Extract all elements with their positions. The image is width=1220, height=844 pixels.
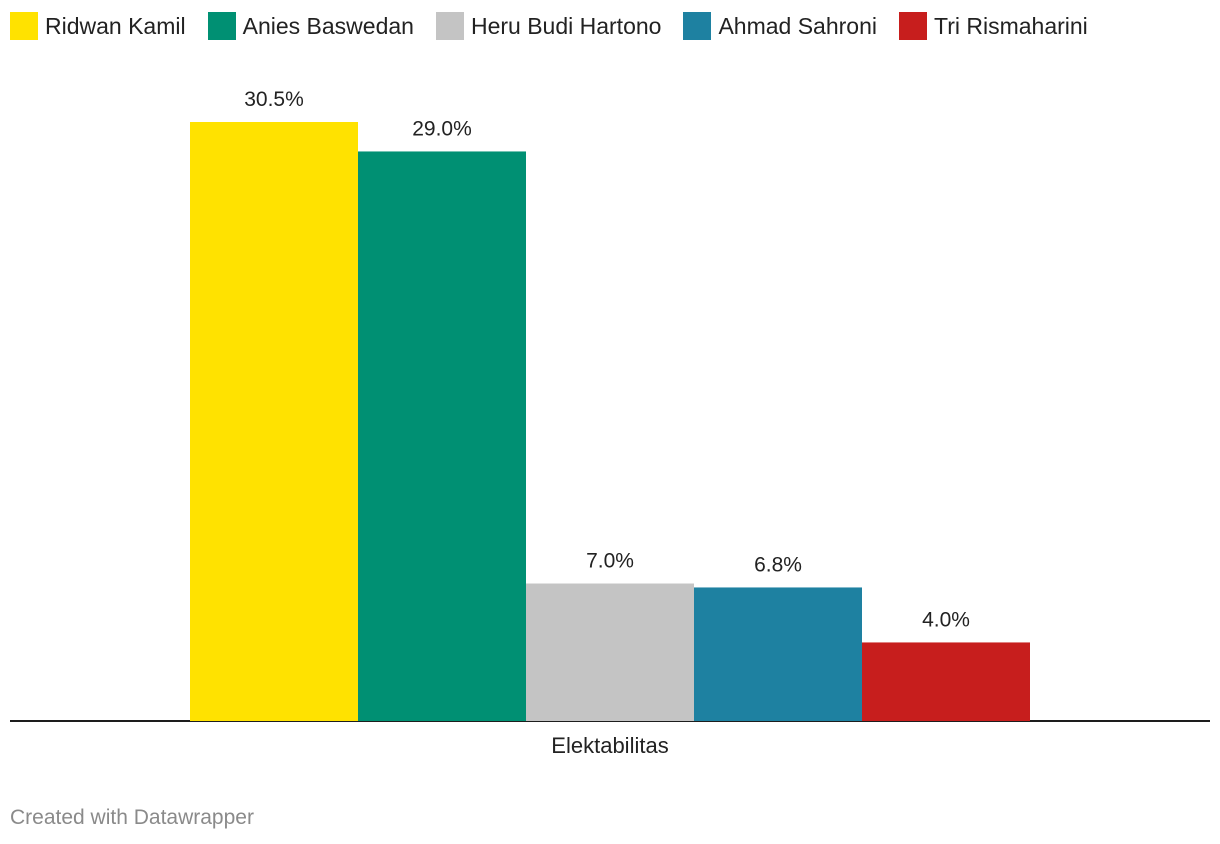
bar <box>694 587 862 721</box>
bar <box>190 122 358 721</box>
bar-value-label: 30.5% <box>244 88 304 111</box>
legend-swatch <box>899 12 927 40</box>
legend-swatch <box>10 12 38 40</box>
legend-item: Ahmad Sahroni <box>683 12 877 40</box>
bar-value-label: 29.0% <box>412 117 472 140</box>
legend-swatch <box>435 12 464 40</box>
legend-label: Ahmad Sahroni <box>718 12 877 39</box>
bar-value-label: 7.0% <box>586 550 634 573</box>
bar-value-label: 4.0% <box>922 608 970 631</box>
chart-legend: Ridwan Kamil Anies Baswedan Heru Budi Hart… <box>10 12 1088 40</box>
bar <box>526 583 694 721</box>
x-axis-category-label: Elektabilitas <box>551 733 668 758</box>
legend-label: Heru Budi Hartono <box>470 12 662 39</box>
footer-credit: Created with Datawrapper <box>10 806 254 829</box>
legend-item: Ridwan Kamil <box>10 12 186 40</box>
legend-item: Anies Baswedan <box>207 12 414 40</box>
bar <box>862 642 1030 721</box>
legend-swatch <box>207 12 236 40</box>
bar <box>358 151 526 722</box>
legend-label: Anies Baswedan <box>242 12 414 39</box>
legend-swatch <box>683 12 712 40</box>
legend-item: Heru Budi Hartono <box>435 12 662 40</box>
legend-label: Tri Rismaharini <box>934 12 1088 39</box>
bar-value-label: 6.8% <box>754 553 802 576</box>
legend-item: Tri Rismaharini <box>899 12 1088 40</box>
legend-label: Ridwan Kamil <box>45 12 186 39</box>
